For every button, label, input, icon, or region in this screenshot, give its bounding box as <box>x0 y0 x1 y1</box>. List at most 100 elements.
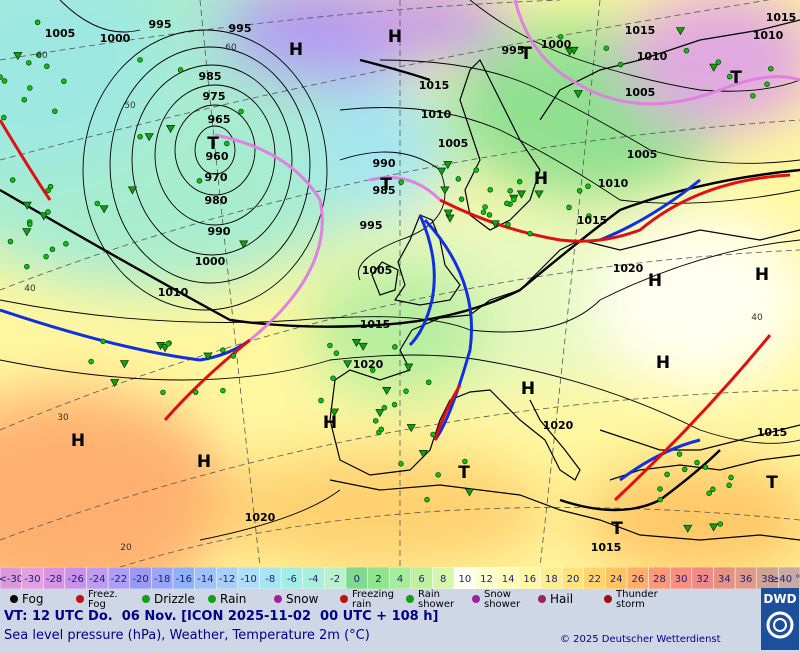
shower-symbol <box>13 52 23 61</box>
pressure-label: 1010 <box>421 108 452 121</box>
rain-symbol <box>52 108 58 114</box>
high-pressure: H <box>534 169 548 189</box>
legend-label: Snow <box>484 589 511 600</box>
rain-symbol <box>480 209 487 215</box>
rain-symbol <box>61 78 67 85</box>
legend-icon <box>604 595 612 603</box>
shower-symbol <box>127 186 138 195</box>
high-pressure: H <box>71 431 85 451</box>
rain-symbol <box>9 177 16 183</box>
rain-symbol <box>726 482 732 489</box>
rain-symbol <box>617 61 624 68</box>
pressure-label: 975 <box>203 90 226 103</box>
colorbar-label: 28 <box>653 574 666 585</box>
weather-legend: Fog Freez.Fog Drizzle Rain Snow FreezingrainR… <box>10 589 659 610</box>
rain-symbol <box>764 81 770 87</box>
rain-symbol <box>403 388 409 394</box>
colorbar-label: 36 <box>740 574 753 585</box>
rain-symbol <box>88 358 94 365</box>
rain-symbol <box>676 451 683 457</box>
pressure-label: 1020 <box>613 262 644 275</box>
rain-symbol <box>63 241 69 247</box>
rain-symbol <box>392 344 398 350</box>
description: Sea level pressure (hPa), Weather, Tempe… <box>4 628 370 643</box>
shower-symbol <box>329 408 340 417</box>
shower-symbol <box>569 46 579 55</box>
legend-icon <box>538 595 546 603</box>
shower-symbol <box>443 209 453 218</box>
rain-symbol <box>7 238 14 245</box>
pressure-label: 1005 <box>362 264 393 277</box>
low-pressure: T <box>458 463 470 483</box>
pressure-label: 1020 <box>353 358 384 371</box>
shower-symbol <box>440 186 450 195</box>
rain-symbol <box>165 341 171 347</box>
shower-symbol <box>709 63 719 72</box>
rain-symbol <box>486 212 493 218</box>
shower-symbol <box>203 352 213 361</box>
low-pressure: T <box>730 68 742 88</box>
low-pressure: T <box>207 134 219 154</box>
latitude-label: 40 <box>751 313 763 323</box>
colorbar-label: -16 <box>176 574 192 585</box>
shower-symbol <box>534 190 544 199</box>
cold-front <box>599 178 701 242</box>
rain-symbol <box>683 47 690 54</box>
logo-icon <box>766 611 794 639</box>
colorbar-label: ≥40 °C <box>771 574 800 585</box>
colorbar: <-30 -30 -28 -26 -24 -22 -20 -18 -16 -14 -12 -10 -8-… <box>0 567 800 589</box>
logo-text: DWD <box>763 592 797 606</box>
isobars <box>0 0 800 541</box>
rain-symbol <box>473 167 479 173</box>
legend-icon <box>340 595 348 603</box>
colorbar-label: 16 <box>523 574 536 585</box>
legend-label: Fog <box>88 599 106 610</box>
rain-symbol <box>504 200 510 207</box>
rain-symbol <box>585 183 591 190</box>
legend-label: Fog <box>22 592 43 606</box>
colorbar-label: 30 <box>675 574 688 585</box>
rain-symbol <box>430 431 436 438</box>
colorbar-label: -26 <box>68 574 84 585</box>
high-pressure: H <box>388 27 402 47</box>
rain-symbol <box>576 187 583 194</box>
rain-symbol <box>35 52 42 58</box>
rain-symbol <box>398 461 404 467</box>
rain-symbol <box>398 179 404 185</box>
colorbar-label: -8 <box>265 574 275 585</box>
rain-symbol <box>224 140 230 147</box>
shower-symbol <box>382 387 392 396</box>
shower-symbol <box>39 212 49 221</box>
rain-symbol <box>715 59 722 65</box>
legend-icon <box>274 595 282 603</box>
colorbar-label: -4 <box>309 574 319 585</box>
pressure-label: 1015 <box>591 541 622 554</box>
colorbar-label: 8 <box>440 574 446 585</box>
colorbar-label: 22 <box>588 574 601 585</box>
pressure-label: 1015 <box>360 318 391 331</box>
legend-label: storm <box>616 599 645 610</box>
shower-symbol <box>22 228 32 237</box>
rain-symbol <box>706 490 712 496</box>
shower-symbol <box>351 339 362 348</box>
colorbar-label: -18 <box>154 574 170 585</box>
latitude-label: 60 <box>36 51 48 61</box>
pressure-label: 1010 <box>637 50 668 63</box>
rain-symbol <box>505 221 511 228</box>
shower-symbol <box>418 450 428 459</box>
pressure-label: 1000 <box>541 38 572 51</box>
colorbar-label: <-30 <box>0 574 23 585</box>
cold-front <box>423 218 474 441</box>
legend-label: Thunder <box>615 589 659 600</box>
rain-symbol <box>586 213 592 219</box>
occluded-front <box>513 0 800 106</box>
colorbar-label: -28 <box>46 574 62 585</box>
pressure-label: 960 <box>206 150 229 163</box>
shower-symbol <box>358 342 368 351</box>
rain-symbol <box>333 350 340 356</box>
rain-symbol <box>458 196 465 202</box>
shower-symbol <box>490 220 500 229</box>
rain-symbol <box>47 183 54 190</box>
legend-icon <box>208 595 216 603</box>
high-pressure: H <box>521 379 535 399</box>
